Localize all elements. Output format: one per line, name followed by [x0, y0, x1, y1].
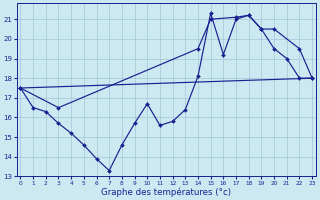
X-axis label: Graphe des températures (°c): Graphe des températures (°c)	[101, 187, 231, 197]
